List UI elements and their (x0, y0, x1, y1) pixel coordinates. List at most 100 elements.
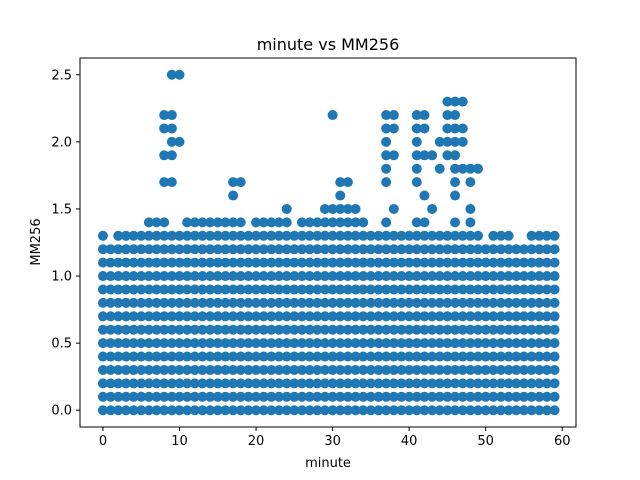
data-point (381, 338, 392, 349)
data-point (434, 271, 445, 282)
data-point (442, 136, 453, 147)
data-point (465, 177, 476, 188)
data-point (105, 297, 116, 308)
data-point (495, 405, 506, 416)
data-point (534, 271, 545, 282)
data-point (289, 338, 300, 349)
data-point (312, 297, 323, 308)
data-point (358, 351, 369, 362)
data-point (549, 297, 560, 308)
data-point (97, 364, 108, 375)
data-point (503, 338, 514, 349)
data-point (541, 378, 552, 389)
data-point (105, 244, 116, 255)
data-point (396, 284, 407, 295)
data-point (327, 217, 338, 228)
data-point (365, 297, 376, 308)
data-point (427, 297, 438, 308)
data-point (105, 351, 116, 362)
data-point (128, 257, 139, 268)
data-point (105, 405, 116, 416)
data-point (136, 257, 147, 268)
data-point (495, 378, 506, 389)
data-point (388, 284, 399, 295)
data-point (495, 364, 506, 375)
data-point (251, 284, 262, 295)
data-point (304, 271, 315, 282)
data-point (350, 391, 361, 402)
data-point (113, 230, 124, 241)
data-point (228, 378, 239, 389)
data-point (197, 230, 208, 241)
data-point (450, 217, 461, 228)
data-point (365, 230, 376, 241)
data-point (228, 364, 239, 375)
data-point (335, 378, 346, 389)
data-point (442, 110, 453, 121)
data-point (335, 190, 346, 201)
data-point (388, 257, 399, 268)
data-point (511, 257, 522, 268)
data-point (319, 230, 330, 241)
data-point (335, 284, 346, 295)
data-point (457, 163, 468, 174)
data-point (411, 257, 422, 268)
data-point (304, 311, 315, 322)
data-point (105, 391, 116, 402)
data-point (289, 351, 300, 362)
data-point (274, 271, 285, 282)
data-point (411, 177, 422, 188)
data-point (327, 391, 338, 402)
data-point (342, 324, 353, 335)
data-point (243, 257, 254, 268)
data-point (105, 378, 116, 389)
data-point (442, 244, 453, 255)
data-point (136, 364, 147, 375)
data-point (128, 378, 139, 389)
data-point (243, 230, 254, 241)
data-point (296, 338, 307, 349)
data-point (526, 405, 537, 416)
data-point (296, 311, 307, 322)
data-point (319, 203, 330, 214)
data-point (381, 391, 392, 402)
data-point (335, 311, 346, 322)
data-point (105, 271, 116, 282)
data-point (411, 364, 422, 375)
data-point (335, 217, 346, 228)
data-point (549, 324, 560, 335)
data-point (495, 324, 506, 335)
x-tick-label: 20 (248, 434, 265, 449)
data-point (205, 297, 216, 308)
data-point (442, 150, 453, 161)
data-point (404, 338, 415, 349)
data-point (427, 338, 438, 349)
data-point (511, 405, 522, 416)
data-point (266, 257, 277, 268)
data-point (450, 96, 461, 107)
data-point (450, 338, 461, 349)
data-point (228, 297, 239, 308)
data-point (518, 244, 529, 255)
data-point (159, 338, 170, 349)
data-point (166, 177, 177, 188)
data-point (258, 405, 269, 416)
data-point (411, 123, 422, 134)
data-point (228, 405, 239, 416)
data-point (159, 257, 170, 268)
data-point (205, 364, 216, 375)
data-point (281, 257, 292, 268)
data-point (358, 257, 369, 268)
data-point (526, 257, 537, 268)
data-point (143, 364, 154, 375)
data-point (427, 351, 438, 362)
data-point (159, 351, 170, 362)
data-point (266, 244, 277, 255)
data-point (159, 364, 170, 375)
data-point (473, 311, 484, 322)
data-point (312, 244, 323, 255)
data-point (541, 351, 552, 362)
data-point (220, 378, 231, 389)
data-point (350, 351, 361, 362)
data-point (427, 244, 438, 255)
